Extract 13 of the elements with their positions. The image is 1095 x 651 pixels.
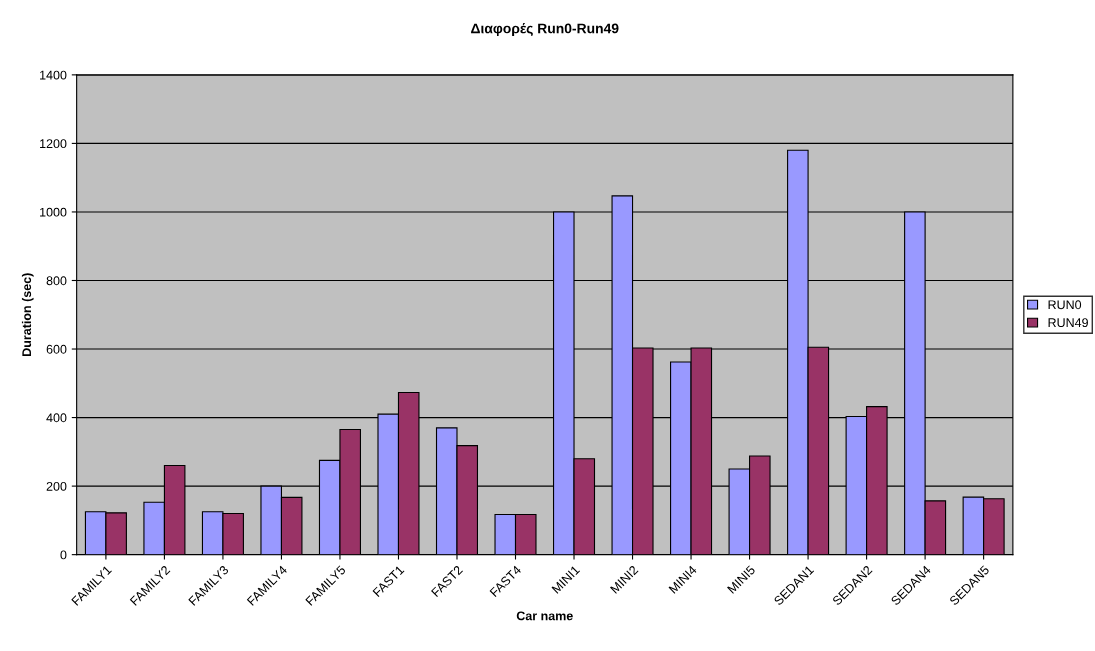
y-tick-label: 1200 bbox=[40, 139, 67, 149]
y-axis-title: Duration (sec) bbox=[21, 273, 34, 356]
x-axis-title: Car name bbox=[516, 611, 573, 621]
y-tick-label: 400 bbox=[46, 413, 67, 423]
chart-title: Διαφορές Run0-Run49 bbox=[471, 22, 619, 37]
y-tick-label: 0 bbox=[60, 550, 67, 560]
y-tick-label: 600 bbox=[46, 344, 67, 354]
legend-label: RUN49 bbox=[1048, 318, 1088, 328]
y-tick-label: 800 bbox=[46, 276, 67, 286]
y-tick-label: 1400 bbox=[40, 70, 67, 80]
y-tick-label: 200 bbox=[46, 481, 67, 491]
y-tick-label: 1000 bbox=[40, 207, 67, 217]
legend-label: RUN0 bbox=[1048, 300, 1082, 310]
